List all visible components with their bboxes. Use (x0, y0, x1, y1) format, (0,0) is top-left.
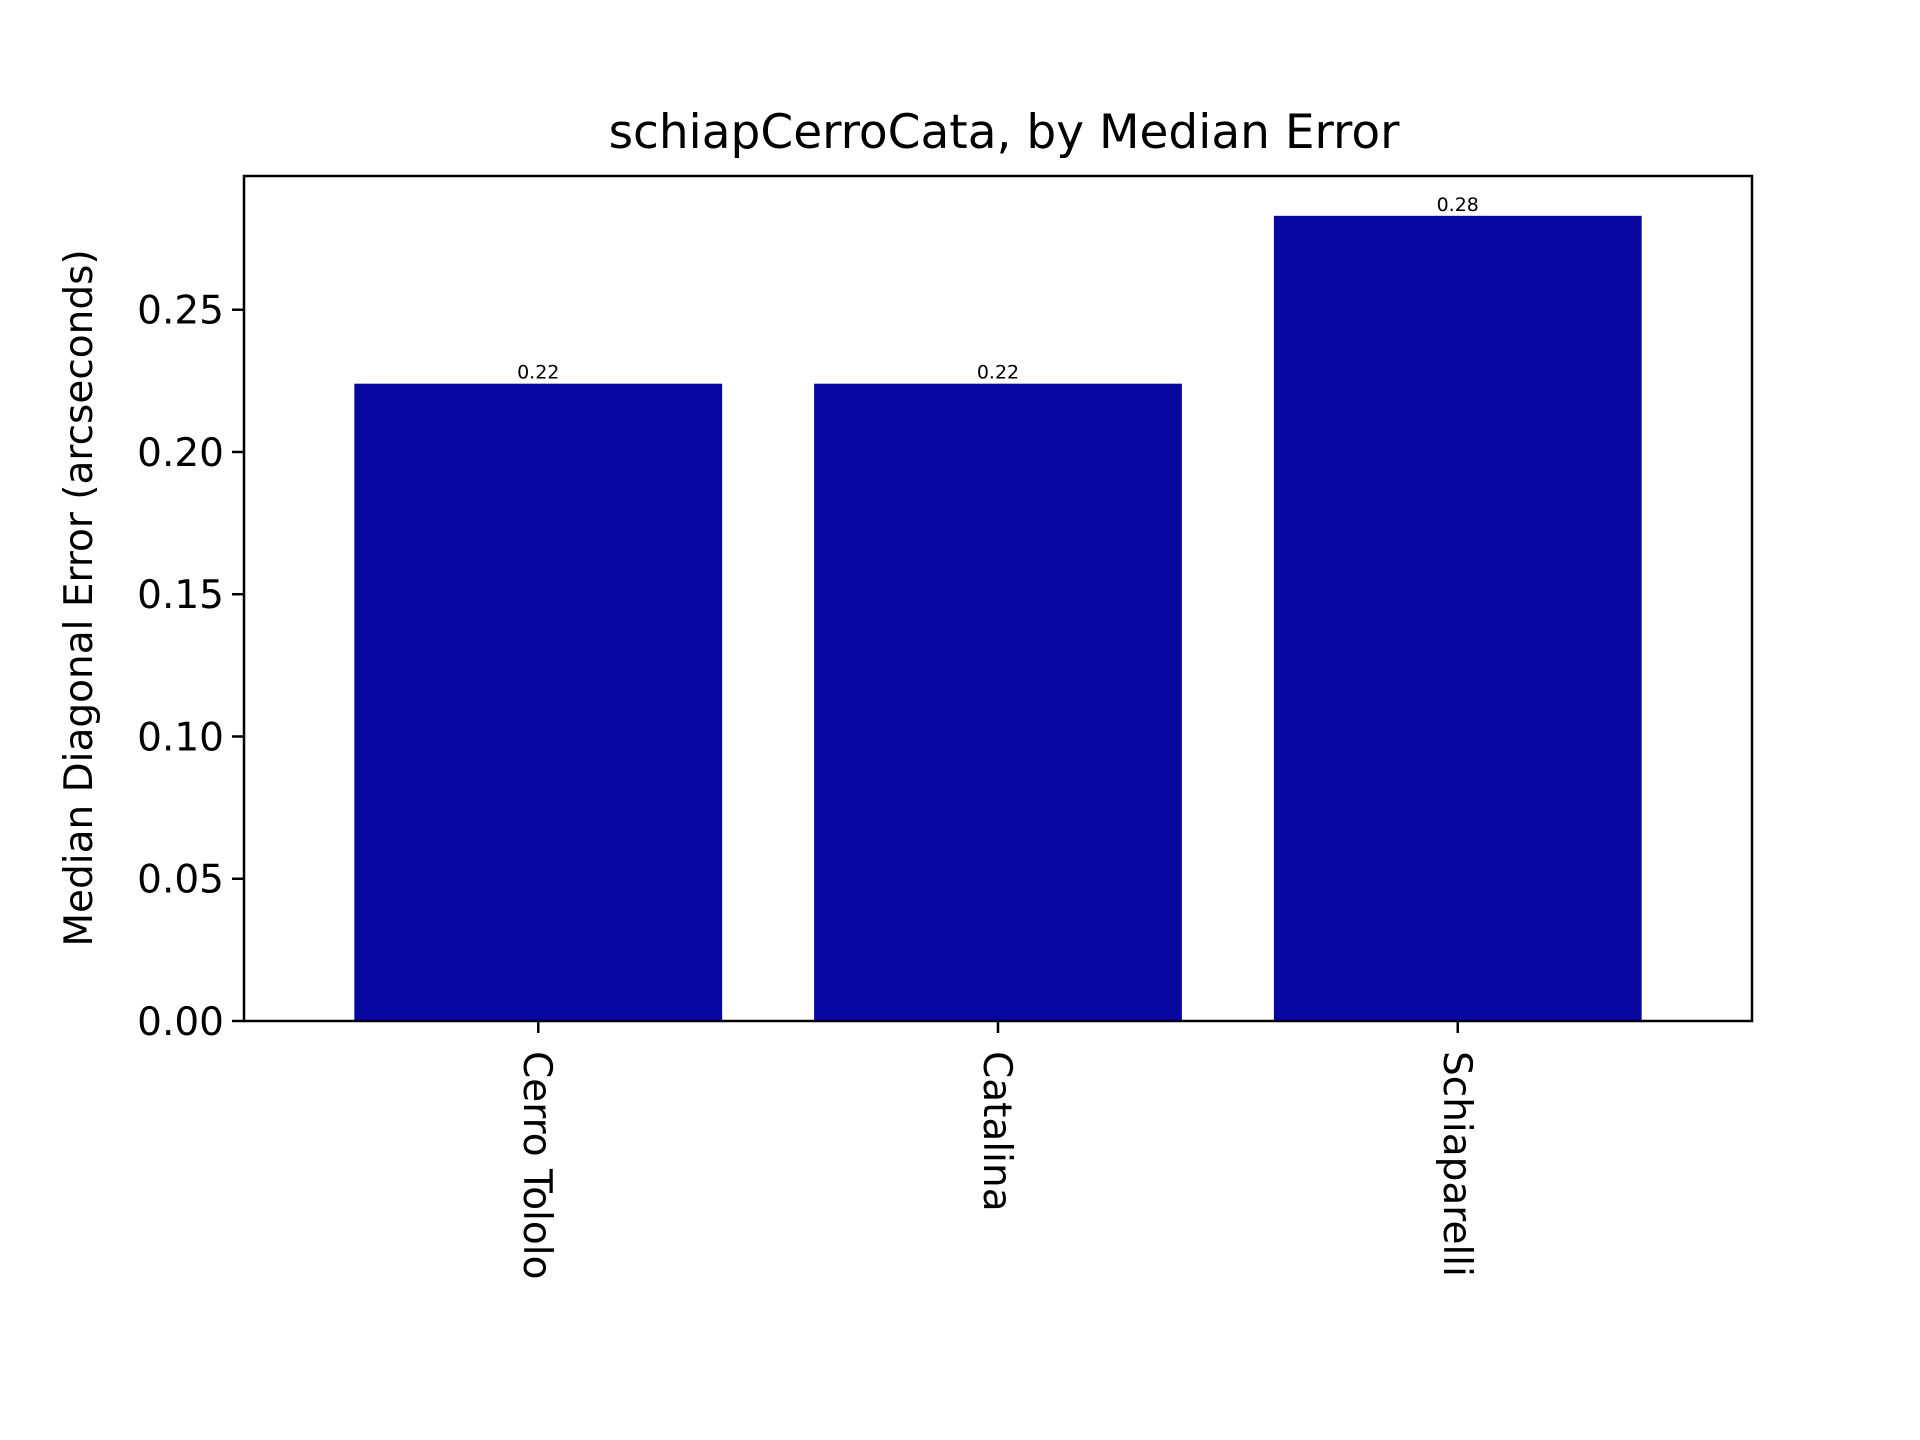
y-axis-label: Median Diagonal Error (arcseconds) (57, 249, 102, 946)
x-tick-label: Cerro Tololo (514, 1051, 559, 1279)
bar-cerro-tololo (354, 383, 723, 1021)
bar-value-label: 0.22 (517, 362, 559, 384)
y-axis-ticks: 0.00 0.05 0.10 0.15 0.20 0.25 (137, 289, 244, 1045)
x-tick-label: Schiaparelli (1434, 1051, 1479, 1277)
bar-catalina (814, 383, 1182, 1021)
y-tick-label: 0.00 (137, 1000, 224, 1045)
chart-title: schiapCerroCata, by Median Error (609, 105, 1401, 160)
plot-frame (242, 174, 1754, 1023)
bar-value-label: 0.22 (977, 362, 1019, 384)
bar-value-label: 0.28 (1437, 194, 1479, 216)
x-tick-label: Catalina (974, 1051, 1019, 1212)
y-tick-label: 0.10 (137, 715, 224, 760)
y-tick-label: 0.20 (137, 431, 224, 476)
y-tick-label: 0.05 (137, 858, 224, 903)
bar-schiaparelli (1273, 215, 1642, 1021)
y-tick-label: 0.25 (137, 289, 224, 334)
value-labels-layer: 0.22 0.22 0.28 (517, 194, 1479, 384)
y-tick-label: 0.15 (137, 573, 224, 618)
x-axis-ticks: Cerro Tololo Catalina Schiaparelli (514, 1021, 1479, 1279)
bars-layer (354, 215, 1642, 1021)
